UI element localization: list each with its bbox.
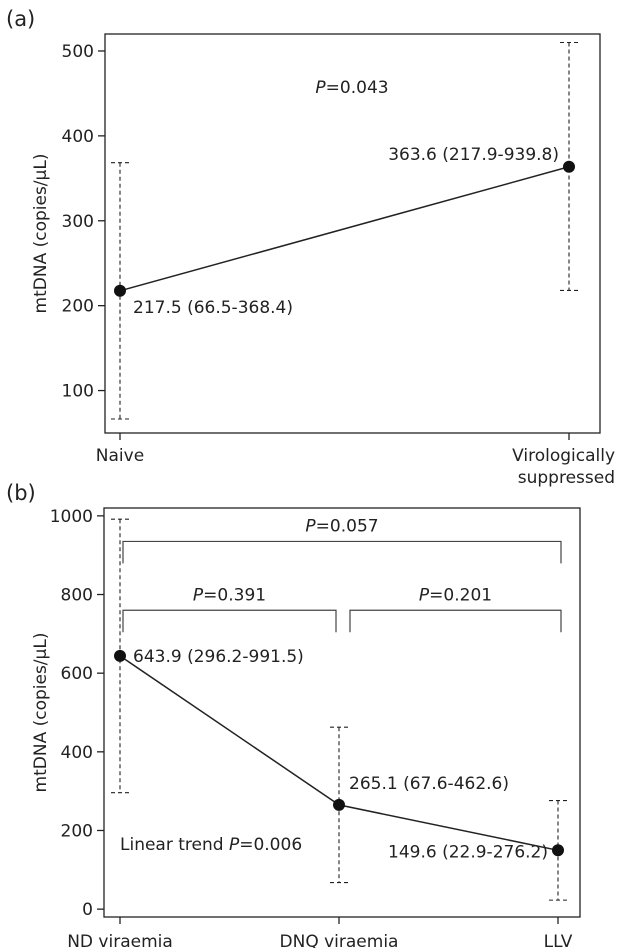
- panel-b-points: [114, 649, 564, 857]
- panel-b-bracket-p-symbol: P: [419, 585, 430, 605]
- panel-b-y-tick-label: 1000: [50, 507, 93, 527]
- panel-b: (b) mtDNA (copies/μL) 02004006008001000 …: [6, 481, 581, 948]
- panel-b-bracket: [122, 609, 337, 633]
- panel-b-x-ticks: ND viraemia DNQ viraemia LLV: [67, 917, 573, 948]
- panel-b-y-tick-label: 600: [61, 664, 93, 684]
- panel-a-error-bars: [111, 41, 578, 420]
- panel-b-bracket-p-symbol: P: [193, 585, 204, 605]
- panel-a-y-tick-label: 100: [62, 382, 94, 402]
- panel-b-bracket-p-text: =0.391: [203, 585, 266, 605]
- panel-b-y-tick-label: 400: [61, 743, 93, 763]
- panel-b-point-label: 265.1 (67.6-462.6): [349, 774, 509, 794]
- panel-a-point-labels: 217.5 (66.5-368.4) 363.6 (217.9-939.8): [133, 145, 559, 318]
- panel-a-x-tick-label: Naive: [96, 446, 144, 466]
- panel-a-p-text: =0.043: [326, 78, 389, 98]
- panel-b-x-tick-label: DNQ viraemia: [280, 932, 399, 948]
- panel-a-series-line: [119, 166, 570, 292]
- panel-a-points: [114, 160, 575, 297]
- panel-a-y-tick-label: 400: [62, 127, 94, 147]
- panel-a-plot-frame: [104, 33, 601, 434]
- panel-b-point-labels: 643.9 (296.2-991.5) 265.1 (67.6-462.6) 149…: [133, 647, 548, 862]
- panel-b-bracket-p-value: P=0.201: [419, 585, 492, 605]
- panel-a-point-label: 363.6 (217.9-939.8): [388, 145, 559, 165]
- panel-b-trend-p-text: =0.006: [239, 835, 302, 855]
- panel-b-bracket-p-symbol: P: [305, 516, 316, 536]
- panel-b-y-tick-label: 800: [61, 586, 93, 606]
- panel-b-bracket-p-text: =0.057: [316, 516, 379, 536]
- panel-a-p-value: P=0.043: [315, 78, 388, 98]
- panel-b-data-point: [333, 798, 345, 811]
- panel-b-trend-p-symbol: P: [229, 835, 240, 855]
- panel-a-x-ticks: Naive Virologically suppressed: [96, 433, 615, 488]
- panel-a-y-ticks: 100 200 300 400 500: [62, 42, 105, 402]
- panel-b-plot-frame: [103, 507, 581, 918]
- panel-a-y-tick-label: 200: [62, 297, 94, 317]
- panel-b-data-point: [552, 844, 564, 857]
- panel-a: (a) mtDNA (copies/μL) 100 200 300 400 500 Na…: [6, 7, 615, 488]
- panel-a-x-tick-label: Virologically suppressed: [512, 446, 615, 488]
- panel-b-y-axis-label: mtDNA (copies/μL): [31, 633, 51, 793]
- panel-b-bracket-p-value: P=0.391: [193, 585, 266, 605]
- panel-b-data-point: [114, 649, 126, 662]
- panel-a-y-axis-label: mtDNA (copies/μL): [31, 154, 51, 314]
- panel-a-x-tick-label-line: Naive: [96, 446, 144, 466]
- panel-b-trend-prefix: Linear trend: [120, 835, 229, 855]
- panel-a-p-symbol: P: [315, 78, 326, 98]
- panel-b-bracket: [349, 609, 562, 633]
- panel-a-x-tick-label-line: Virologically: [512, 446, 615, 466]
- panel-a-data-point: [114, 284, 126, 297]
- panel-b-point-label: 149.6 (22.9-276.2): [388, 842, 548, 862]
- panel-b-bracket: [122, 540, 562, 564]
- panel-b-y-tick-label: 0: [82, 900, 93, 920]
- panel-a-point-label: 217.5 (66.5-368.4): [133, 298, 293, 318]
- panel-b-y-tick-label: 200: [61, 821, 93, 841]
- panel-b-label: (b): [6, 481, 36, 505]
- panel-b-bracket-p-value: P=0.057: [305, 516, 378, 536]
- panel-a-y-tick-label: 500: [62, 42, 94, 62]
- panel-a-label: (a): [6, 7, 35, 31]
- panel-b-x-tick-label: LLV: [544, 932, 573, 948]
- panel-a-y-tick-label: 300: [62, 212, 94, 232]
- panel-b-linear-trend: Linear trend P=0.006: [120, 835, 302, 855]
- panel-b-y-ticks: 0 200 400 600 800 1000: [50, 507, 104, 920]
- panel-a-data-point: [563, 160, 575, 173]
- panel-a-x-tick-label-line: suppressed: [518, 468, 615, 488]
- panel-b-point-label: 643.9 (296.2-991.5): [133, 647, 304, 667]
- panel-b-bracket-p-text: =0.201: [429, 585, 492, 605]
- panel-b-x-tick-label: ND viraemia: [67, 932, 173, 948]
